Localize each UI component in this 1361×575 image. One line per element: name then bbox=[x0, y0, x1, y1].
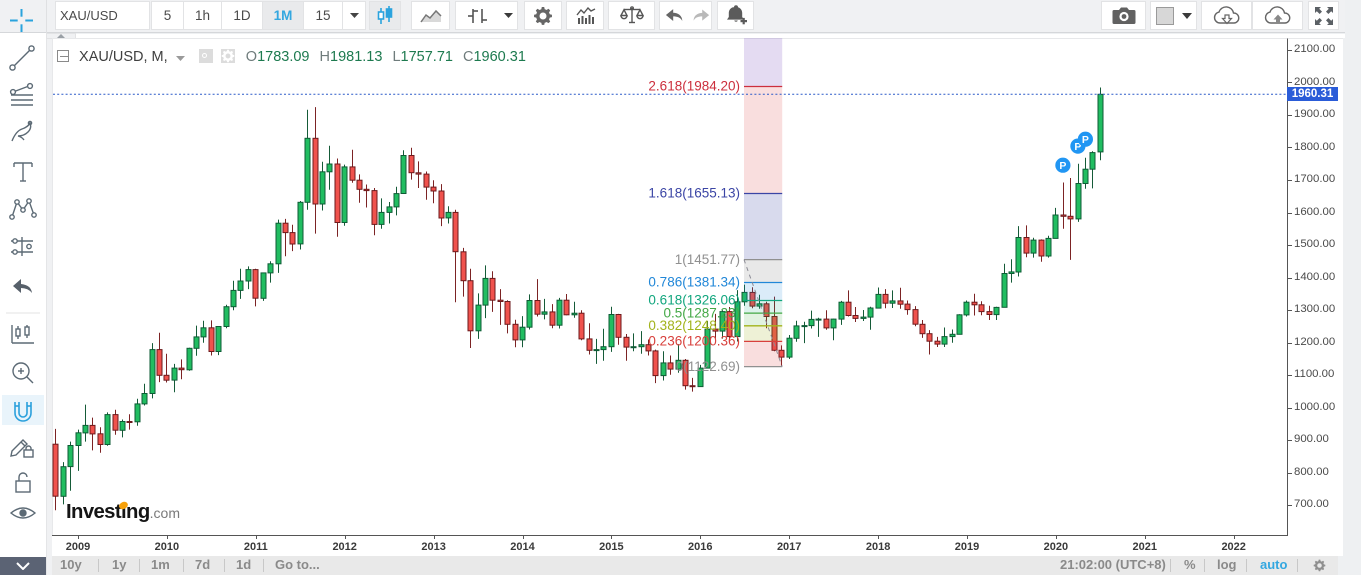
svg-text:P: P bbox=[1082, 134, 1089, 146]
svg-text:1.618(1655.13): 1.618(1655.13) bbox=[648, 186, 740, 201]
svg-text:0.786(1381.34): 0.786(1381.34) bbox=[648, 275, 740, 290]
svg-text:0.618(1326.06): 0.618(1326.06) bbox=[648, 293, 740, 308]
svg-text:0.236(1200.36): 0.236(1200.36) bbox=[648, 334, 740, 349]
svg-text:P: P bbox=[1059, 160, 1066, 172]
svg-text:2.618(1984.20): 2.618(1984.20) bbox=[648, 79, 740, 94]
svg-text:1(1451.77): 1(1451.77) bbox=[675, 252, 740, 267]
svg-text:0.5(1287.23): 0.5(1287.23) bbox=[663, 305, 740, 320]
svg-text:0(1122.69): 0(1122.69) bbox=[676, 359, 740, 374]
svg-text:P: P bbox=[1074, 141, 1081, 153]
svg-text:0.382(1248.40): 0.382(1248.40) bbox=[648, 318, 740, 333]
